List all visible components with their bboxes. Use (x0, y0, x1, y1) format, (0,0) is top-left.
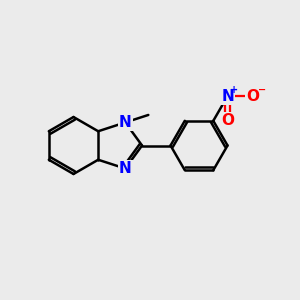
Text: N: N (119, 161, 132, 176)
Text: +: + (230, 85, 238, 94)
Text: N: N (221, 88, 234, 104)
Text: −: − (257, 85, 266, 94)
Text: O: O (221, 113, 234, 128)
Text: O: O (247, 88, 260, 104)
Text: N: N (119, 115, 132, 130)
